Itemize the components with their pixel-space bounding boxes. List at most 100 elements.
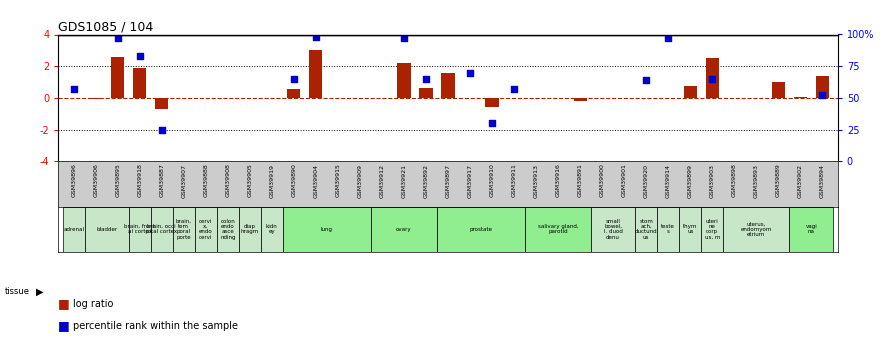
Text: diap
hragm: diap hragm <box>241 224 259 234</box>
Text: uterus,
endomyom
etrium: uterus, endomyom etrium <box>741 221 772 237</box>
Bar <box>111 58 125 98</box>
Text: GSM39916: GSM39916 <box>556 164 561 197</box>
Text: GSM39921: GSM39921 <box>401 164 407 198</box>
Point <box>463 70 478 75</box>
Bar <box>702 207 723 252</box>
Bar <box>419 88 433 98</box>
Text: uteri
ne
corp
us, m: uteri ne corp us, m <box>704 219 719 240</box>
Text: GSM39915: GSM39915 <box>335 164 340 197</box>
Bar <box>283 207 371 252</box>
Text: GSM39919: GSM39919 <box>270 164 274 198</box>
Text: ■: ■ <box>58 319 70 333</box>
Bar <box>771 82 785 98</box>
Bar <box>723 207 789 252</box>
Text: brain,
tem
poral
porte: brain, tem poral porte <box>176 219 192 240</box>
Text: GSM39894: GSM39894 <box>820 164 825 198</box>
Text: GSM39909: GSM39909 <box>358 164 362 198</box>
Text: GSM39903: GSM39903 <box>710 164 715 198</box>
Text: stom
ach,
ductund
us: stom ach, ductund us <box>635 219 658 240</box>
Bar <box>591 207 635 252</box>
Text: tissue: tissue <box>4 287 30 296</box>
Text: GSM39905: GSM39905 <box>247 164 253 197</box>
Text: GSM39908: GSM39908 <box>225 164 230 197</box>
Text: GSM39899: GSM39899 <box>688 164 693 198</box>
Bar <box>217 207 239 252</box>
Text: GSM39900: GSM39900 <box>599 164 605 197</box>
Text: ovary: ovary <box>396 227 412 232</box>
Text: GSM39897: GSM39897 <box>445 164 451 198</box>
Bar <box>437 207 525 252</box>
Text: prostate: prostate <box>470 227 493 232</box>
Text: adrenal: adrenal <box>63 227 84 232</box>
Point <box>66 86 81 92</box>
Text: percentile rank within the sample: percentile rank within the sample <box>73 321 238 331</box>
Bar <box>573 98 587 101</box>
Bar <box>151 207 173 252</box>
Text: GSM39902: GSM39902 <box>797 164 803 198</box>
Text: teste
s: teste s <box>661 224 676 234</box>
Bar <box>442 73 454 98</box>
Bar <box>309 50 323 98</box>
Text: GSM39917: GSM39917 <box>468 164 472 198</box>
Text: GSM39918: GSM39918 <box>137 164 142 197</box>
Point <box>133 53 147 59</box>
Text: brain, occi
pital cortex: brain, occi pital cortex <box>146 224 177 234</box>
Bar <box>525 207 591 252</box>
Point <box>287 76 301 82</box>
Bar <box>89 98 102 99</box>
Bar <box>397 63 410 98</box>
Point <box>110 36 125 41</box>
Text: GSM39913: GSM39913 <box>534 164 538 198</box>
Point <box>309 34 323 40</box>
Text: GSM39888: GSM39888 <box>203 164 208 197</box>
Bar <box>815 76 829 98</box>
Bar <box>789 207 833 252</box>
Point <box>485 120 499 126</box>
Bar <box>794 97 807 98</box>
Text: GDS1085 / 104: GDS1085 / 104 <box>58 20 153 33</box>
Bar <box>239 207 261 252</box>
Text: GSM39889: GSM39889 <box>776 164 780 197</box>
Text: GSM39906: GSM39906 <box>93 164 99 197</box>
Bar <box>155 98 168 109</box>
Text: GSM39890: GSM39890 <box>291 164 297 197</box>
Text: ▶: ▶ <box>36 287 43 296</box>
Text: GSM39914: GSM39914 <box>666 164 671 198</box>
Text: GSM39893: GSM39893 <box>754 164 759 198</box>
Bar <box>84 207 129 252</box>
Point <box>155 127 169 132</box>
Point <box>639 77 653 83</box>
Bar <box>657 207 679 252</box>
Point <box>815 92 830 98</box>
Bar <box>63 207 84 252</box>
Point <box>705 76 719 82</box>
Text: GSM39901: GSM39901 <box>622 164 626 197</box>
Text: GSM39898: GSM39898 <box>732 164 737 197</box>
Text: GSM39920: GSM39920 <box>643 164 649 198</box>
Text: GSM39912: GSM39912 <box>379 164 384 198</box>
Text: GSM39895: GSM39895 <box>116 164 120 197</box>
Text: bladder: bladder <box>96 227 117 232</box>
Text: salivary gland,
parotid: salivary gland, parotid <box>538 224 579 234</box>
Bar <box>706 58 719 98</box>
Text: GSM39892: GSM39892 <box>424 164 428 198</box>
Point <box>507 86 521 92</box>
Text: GSM39891: GSM39891 <box>578 164 582 197</box>
Bar <box>486 98 499 107</box>
Bar <box>371 207 437 252</box>
Text: GSM39910: GSM39910 <box>489 164 495 197</box>
Point <box>661 36 676 41</box>
Bar <box>261 207 283 252</box>
Text: vagi
na: vagi na <box>806 224 817 234</box>
Bar <box>173 207 194 252</box>
Text: GSM39887: GSM39887 <box>159 164 164 197</box>
Text: small
bowel,
l. duod
denu: small bowel, l. duod denu <box>604 219 623 240</box>
Text: GSM39907: GSM39907 <box>181 164 186 198</box>
Bar <box>684 86 697 98</box>
Bar <box>679 207 702 252</box>
Bar <box>129 207 151 252</box>
Text: colon
endo
asce
nding: colon endo asce nding <box>220 219 236 240</box>
Text: brain, front
al cortex: brain, front al cortex <box>125 224 155 234</box>
Point <box>418 76 433 82</box>
Text: thym
us: thym us <box>683 224 697 234</box>
